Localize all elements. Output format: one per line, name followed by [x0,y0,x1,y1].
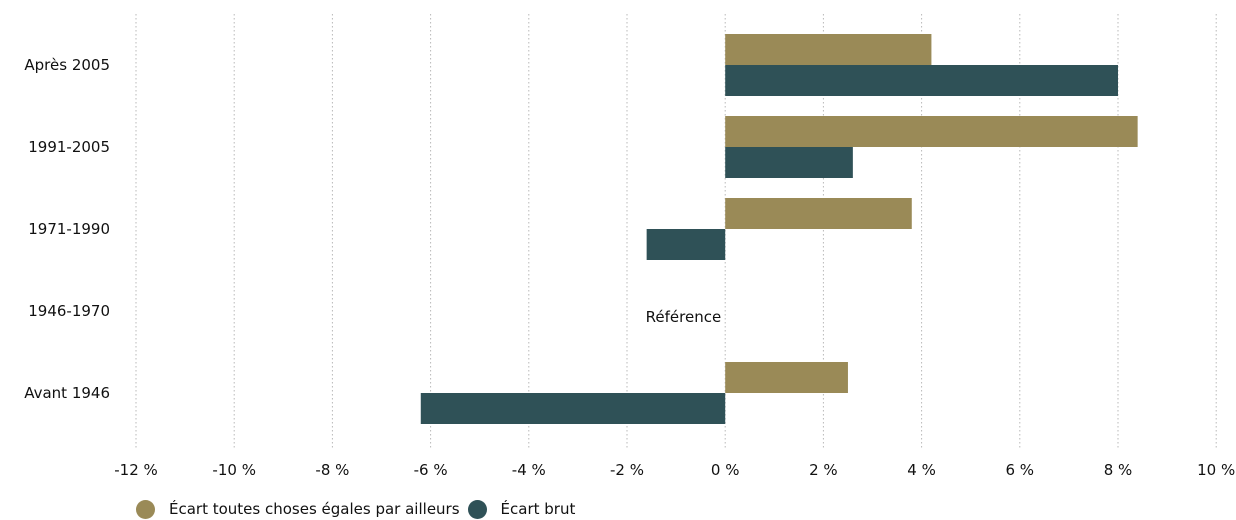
x-tick-label: -8 % [315,461,349,479]
legend-label-raw: Écart brut [500,500,576,518]
x-tick-label: 2 % [809,461,838,479]
bar-raw [420,393,726,424]
x-tick-label: 10 % [1197,461,1235,479]
x-tick-label: 8 % [1104,461,1133,479]
chart: -12 % -10 % -8 % -6 % -4 % -2 % 0 % 2 % 4 % 6 % 8 … [24,14,1235,479]
x-tick-label: 0 % [711,461,740,479]
category-label: 1991-2005 [28,138,110,156]
legend-swatch-adjusted [136,499,155,519]
reference-annotation: Référence [646,308,722,326]
annotations: Référence [646,308,722,326]
y-axis-category-labels: Après 2005 1991-2005 1971-1990 1946-1970 Ava… [24,56,110,402]
bar-adjusted [725,362,848,393]
legend-item-adjusted: Écart toutes choses égales par ailleurs [136,499,460,519]
bar-raw [725,65,1118,96]
x-tick-label: 4 % [907,461,936,479]
category-label: Après 2005 [24,56,110,74]
bar-raw [646,229,726,260]
category-label: 1946-1970 [28,302,110,320]
x-axis-tick-labels: -12 % -10 % -8 % -6 % -4 % -2 % 0 % 2 % 4 % 6 % 8 … [114,461,1235,479]
bars [420,34,1138,424]
category-label: Avant 1946 [24,384,110,402]
legend: Écart toutes choses égales par ailleurs … [136,498,583,520]
x-tick-label: -2 % [610,461,644,479]
x-tick-label: -10 % [212,461,256,479]
bar-raw [725,147,853,178]
x-tick-label: 6 % [1006,461,1035,479]
x-tick-label: -12 % [114,461,158,479]
bar-adjusted [725,34,932,65]
legend-label-adjusted: Écart toutes choses égales par ailleurs [169,500,460,518]
legend-item-raw: Écart brut [467,499,576,519]
bar-adjusted [725,116,1138,147]
legend-swatch-raw [467,499,487,519]
x-tick-label: -4 % [512,461,546,479]
bar-adjusted [725,198,912,229]
category-label: 1971-1990 [28,220,110,238]
x-tick-label: -6 % [414,461,448,479]
